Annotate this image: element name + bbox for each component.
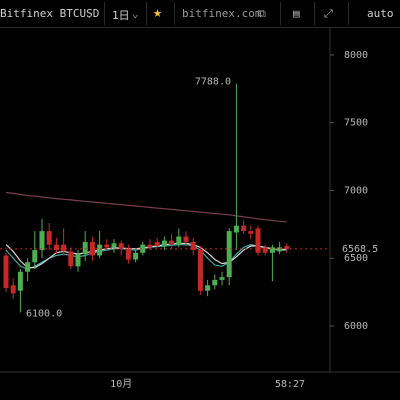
interval[interactable]: 1日 (112, 9, 130, 22)
candle-body (197, 250, 203, 291)
y-tick-label: 8000 (344, 50, 368, 61)
candle-body (3, 255, 9, 288)
candle-body (39, 231, 45, 251)
moving-average (5, 191, 287, 223)
candle-body (89, 241, 95, 256)
candle-body (32, 250, 38, 263)
candle-body (277, 247, 283, 252)
candle-body (61, 244, 67, 252)
candle-body (140, 244, 146, 253)
candle-body (53, 244, 59, 251)
interval-caret[interactable]: ⌄ (132, 7, 139, 20)
site[interactable]: bitfinex.com (182, 7, 262, 20)
candle-body (133, 252, 139, 260)
high-annotation: 7788.0 (195, 77, 231, 88)
candle-body (118, 243, 124, 249)
candle-body (183, 236, 189, 242)
candle-body (147, 244, 153, 248)
candle-body (169, 240, 175, 245)
separator (104, 2, 105, 25)
candle-body (248, 231, 254, 234)
symbol[interactable]: Bitfinex BTCUSD (0, 7, 100, 20)
candle-body (190, 241, 196, 251)
y-tick-label: 6500 (344, 253, 368, 264)
candle-body (176, 236, 182, 245)
y-tick-label: 7000 (344, 185, 368, 196)
y-tick-label: 6000 (344, 321, 368, 332)
candle-body (111, 243, 117, 248)
separator (314, 2, 315, 25)
candle-body (97, 244, 103, 256)
candle-body (212, 279, 218, 286)
candle-body (68, 251, 74, 267)
x-tick-label: 10月 (110, 378, 132, 390)
candle-body (82, 241, 88, 255)
chart: 6000 6500 7000 7500 8000 10月 7788.0 6100.0 6568.… (0, 28, 400, 390)
candle-body (46, 231, 52, 245)
scale-mode[interactable]: auto (367, 7, 394, 20)
symbol-caret[interactable]: ⌄ (86, 7, 93, 20)
moving-average (5, 242, 287, 269)
candle-body (75, 254, 81, 267)
separator (174, 2, 175, 25)
y-tick-label: 7500 (344, 118, 368, 129)
candle-body (161, 240, 167, 246)
candle-body (205, 285, 211, 291)
candle-body (10, 285, 16, 294)
candle-body (241, 225, 247, 232)
indicators-icon[interactable]: ▤ (293, 7, 300, 20)
toolbar: Bitfinex BTCUSD ⌄ 1日 ⌄ ★ bitfinex.com ⧉ … (0, 0, 400, 28)
candle-body (125, 248, 131, 260)
candle-body (226, 231, 232, 278)
separator (280, 2, 281, 25)
candle-body (219, 277, 225, 280)
fullscreen-icon[interactable]: ⤢ (324, 7, 333, 20)
candle-body (104, 244, 110, 248)
candle-body (255, 228, 261, 253)
separator (348, 2, 349, 25)
moving-average (5, 243, 287, 270)
candle-body (269, 247, 275, 253)
candle-body (25, 262, 31, 272)
candle-body (17, 271, 23, 291)
separator (146, 2, 147, 25)
open-icon[interactable]: ⧉ (258, 7, 266, 20)
candle-body (284, 245, 290, 249)
candle-body (154, 241, 160, 246)
low-annotation: 6100.0 (26, 308, 62, 319)
countdown: 58:27 (275, 379, 305, 390)
candle-body (262, 247, 268, 253)
candle-body (233, 225, 239, 233)
favorite-star[interactable]: ★ (153, 3, 163, 21)
last-price-label: 6568.5 (342, 244, 378, 255)
